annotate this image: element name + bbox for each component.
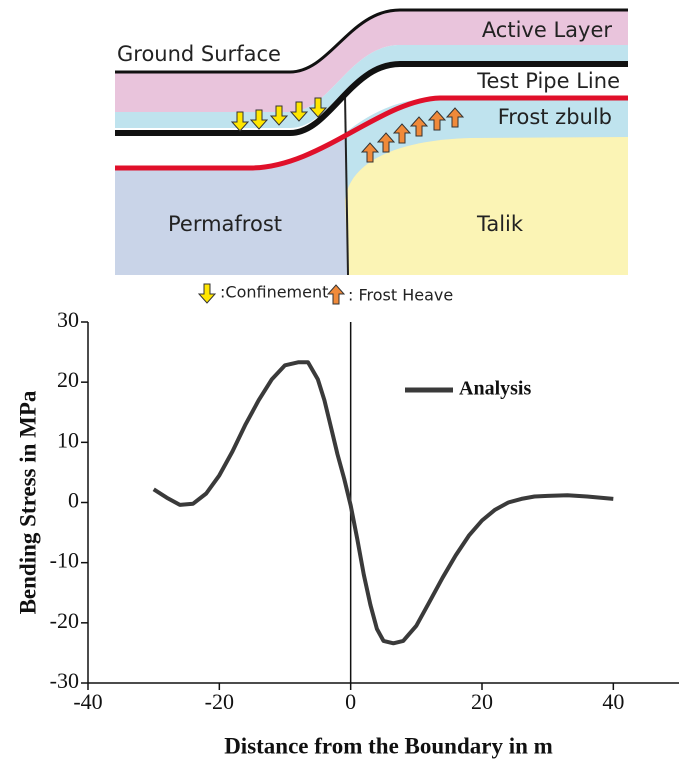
- pipe-label: Test Pipe Line: [476, 69, 620, 93]
- data-line: [152, 360, 614, 646]
- active-label: Active Layer: [482, 18, 613, 42]
- active-layer: [115, 10, 628, 112]
- x-tick-label: -40: [73, 689, 102, 714]
- ground-line: [115, 8, 628, 74]
- x-axis-title: Distance from the Boundary in m: [224, 733, 553, 758]
- y-tick-label: -30: [50, 668, 79, 693]
- frost-line: [115, 95, 628, 171]
- confinement-arrows: [230, 97, 328, 132]
- divider: [344, 94, 349, 276]
- chart: -40 -20 0 20 40 -30 -20 -10 0 10 20 30 Distance from…: [15, 307, 679, 758]
- talik-region: [345, 137, 628, 275]
- diagram: Ground Surface Active Layer Test Pipe Li…: [115, 8, 628, 305]
- x-tick-label: 0: [345, 689, 356, 714]
- x-tick-label: 20: [471, 689, 493, 714]
- permafrost-label: Permafrost: [168, 212, 282, 236]
- y-tick-label: 30: [57, 307, 79, 332]
- y-tick-label: -20: [50, 608, 79, 633]
- talik-label: Talik: [476, 212, 524, 236]
- heave-label: : Frost Heave: [348, 286, 453, 305]
- legend-label: Analysis: [459, 378, 531, 400]
- pipe-line: [115, 61, 628, 136]
- y-tick-label: -10: [50, 548, 79, 573]
- y-tick-label: 0: [68, 488, 79, 513]
- x-tick-label: -20: [205, 689, 234, 714]
- y-axis-title: Bending Stress in MPa: [15, 390, 40, 614]
- x-tick-label: 40: [602, 689, 624, 714]
- y-tick-label: 20: [57, 367, 79, 392]
- y-tick-label: 10: [57, 427, 79, 452]
- ground-label: Ground Surface: [117, 42, 281, 66]
- legend-arrow-down: [197, 283, 217, 304]
- confinement-label: :Confinement: [220, 283, 328, 302]
- legend-arrow-up: [326, 284, 346, 305]
- bulb-label: Frost zbulb: [498, 105, 612, 129]
- pipe-layer: [115, 45, 628, 128]
- heave-arrows: [360, 107, 465, 163]
